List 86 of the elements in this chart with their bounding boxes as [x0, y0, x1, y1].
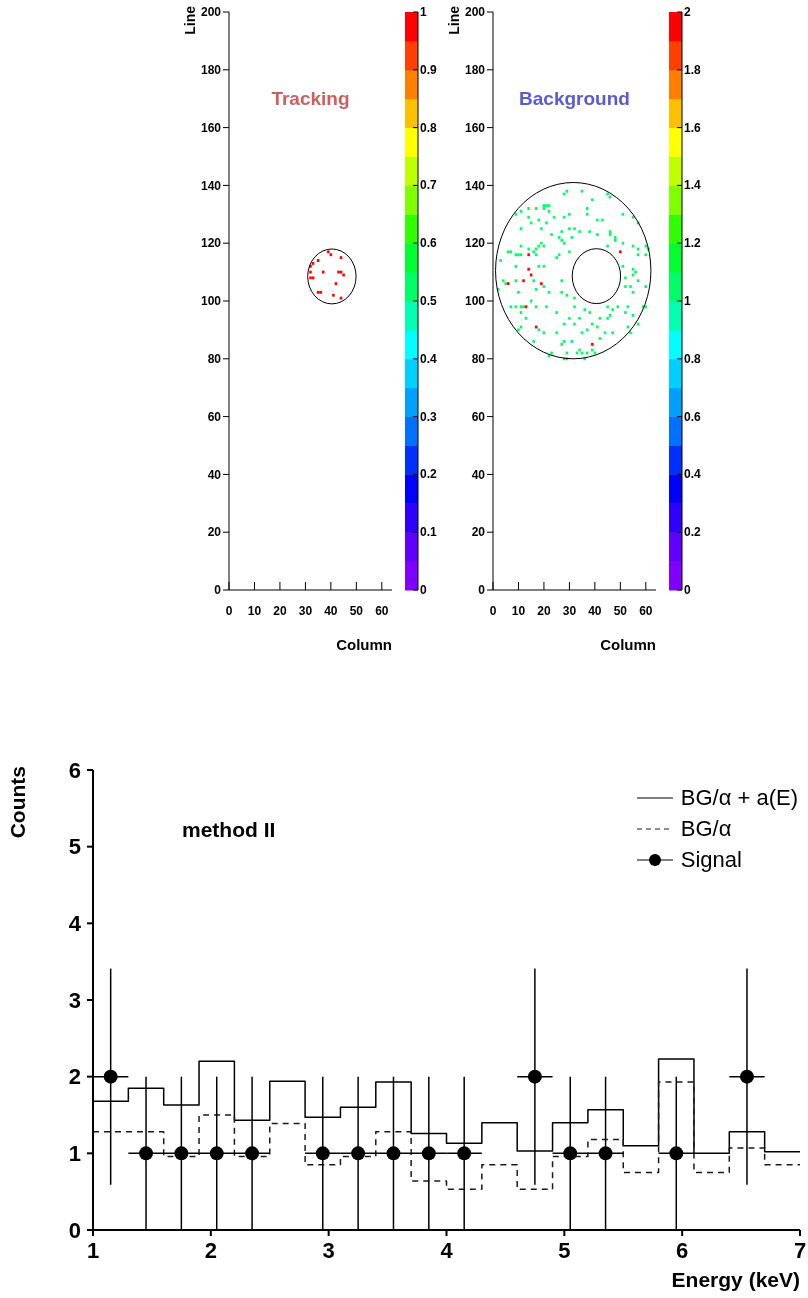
color-bar-label: 0.9 — [420, 62, 438, 77]
y-tick-label: 5 — [68, 834, 81, 860]
y-tick-label: 40 — [471, 467, 486, 482]
color-bar-label: 0.2 — [420, 467, 438, 482]
y-tick-label: 60 — [471, 409, 486, 424]
x-tick-label: 10 — [511, 603, 526, 618]
x-tick-label: 20 — [537, 603, 551, 618]
x-tick-label: 6 — [676, 1237, 689, 1263]
x-tick-label: 40 — [324, 603, 338, 618]
y-tick-label: 180 — [464, 63, 486, 78]
y-tick-label: 80 — [207, 352, 222, 367]
color-bar-label: 0.5 — [420, 294, 438, 308]
color-bar-label: 1 — [420, 5, 427, 19]
x-tick-label: 4 — [440, 1237, 454, 1263]
y-tick-label: 120 — [464, 236, 486, 251]
legend-label: Signal — [680, 846, 742, 873]
x-tick-label: 30 — [562, 603, 577, 618]
color-bar-label: 0.6 — [420, 236, 438, 251]
x-tick-label: 40 — [588, 603, 602, 618]
y-tick-label: 100 — [464, 294, 486, 309]
y-tick-label: 80 — [471, 352, 486, 367]
color-bar-label: 1.8 — [684, 62, 702, 77]
y-tick-label: 0 — [478, 583, 486, 598]
y-axis-title: Line — [446, 6, 462, 35]
y-tick-label: 60 — [207, 409, 222, 424]
x-tick-label: 0 — [225, 603, 233, 618]
legend-label: BG/α — [680, 815, 732, 842]
color-bar-label: 1 — [684, 294, 691, 308]
x-tick-label: 7 — [793, 1237, 807, 1263]
color-bar-label: 2 — [684, 5, 691, 19]
x-tick-label: 1 — [86, 1237, 100, 1263]
x-axis-title: Column — [600, 636, 656, 653]
text: Tracking — [270, 88, 351, 110]
x-tick-label: 30 — [298, 603, 313, 618]
color-bar-label: 0.6 — [684, 409, 702, 424]
y-tick-label: 0 — [214, 583, 222, 598]
color-bar-label: 1.6 — [684, 120, 702, 135]
y-tick-label: 160 — [200, 120, 222, 135]
x-tick-label: 5 — [558, 1237, 571, 1263]
y-axis-title: Line — [182, 6, 198, 35]
y-tick-label: 6 — [68, 757, 81, 783]
color-bar-label: 0.4 — [684, 467, 702, 482]
y-tick-label: 140 — [200, 178, 222, 193]
text: Background — [518, 88, 631, 110]
y-tick-label: 3 — [68, 987, 81, 1013]
color-bar-label: 0.3 — [420, 409, 438, 424]
y-tick-label: 160 — [464, 120, 486, 135]
x-tick-label: 50 — [349, 603, 364, 618]
y-tick-label: 4 — [68, 911, 82, 937]
x-tick-label: 60 — [375, 603, 389, 618]
y-tick-label: 20 — [471, 525, 486, 540]
x-tick-label: 10 — [247, 603, 262, 618]
x-tick-label: 60 — [639, 603, 653, 618]
color-bar-label: 0.1 — [420, 525, 438, 540]
y-tick-label: 0 — [68, 1217, 81, 1243]
color-bar-label: 0.7 — [420, 178, 438, 193]
y-tick-label: 140 — [464, 178, 486, 193]
color-bar-label: 0.8 — [684, 351, 702, 366]
color-bar-label: 0.2 — [684, 525, 702, 540]
y-tick-label: 120 — [200, 236, 222, 251]
y-axis-title: Counts — [6, 766, 30, 839]
x-tick-label: 3 — [322, 1237, 335, 1263]
point — [309, 270, 312, 274]
y-tick-label: 40 — [207, 467, 222, 482]
legend-label: BG/α + a(E) — [680, 784, 798, 811]
x-tick-label: 20 — [273, 603, 287, 618]
color-bar-label: 0.4 — [420, 351, 438, 366]
y-tick-label: 2 — [68, 1064, 81, 1090]
y-tick-label: 200 — [200, 5, 222, 20]
annotation: method II — [182, 818, 276, 842]
x-axis-title: Column — [336, 636, 392, 653]
color-bar-label: 1.2 — [684, 236, 702, 251]
y-tick-label: 20 — [207, 525, 222, 540]
y-tick-label: 100 — [200, 294, 222, 309]
y-tick-label: 1 — [68, 1141, 81, 1167]
y-tick-label: 180 — [200, 63, 222, 78]
point — [321, 270, 325, 274]
y-tick-label: 200 — [464, 5, 486, 20]
color-bar-label: 0.8 — [420, 120, 438, 135]
color-bar-label: 0 — [684, 583, 691, 597]
point — [332, 293, 335, 297]
x-tick-label: 0 — [489, 603, 497, 618]
x-axis-title: Energy (keV) — [671, 1268, 800, 1292]
color-bar-label: 0 — [420, 583, 427, 597]
color-bar-label: 1.4 — [684, 178, 702, 193]
x-tick-label: 50 — [613, 603, 628, 618]
